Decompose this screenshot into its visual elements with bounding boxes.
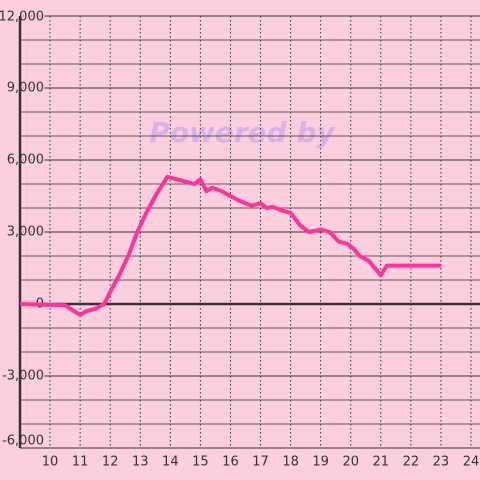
x-tick-label: 24: [463, 455, 480, 470]
x-tick-label: 15: [192, 455, 209, 470]
x-tick-label: 12: [102, 455, 119, 470]
x-tick-label: 22: [403, 455, 420, 470]
y-tick-label: -3,000: [2, 369, 44, 384]
y-tick-label: -6,000: [2, 434, 44, 449]
x-tick-label: 13: [132, 455, 149, 470]
x-tick-label: 14: [162, 455, 179, 470]
x-tick-label: 18: [282, 455, 299, 470]
x-tick-label: 10: [42, 455, 59, 470]
x-tick-label: 16: [222, 455, 239, 470]
data-line: [19, 174, 441, 317]
x-tick-label: 20: [342, 455, 359, 470]
y-tick-label: 3,000: [7, 225, 44, 240]
x-tick-label: 17: [252, 455, 269, 470]
x-tick-label: 23: [433, 455, 450, 470]
watermark: Powered by: [149, 116, 336, 149]
y-tick-label: 12,000: [0, 10, 44, 25]
y-tick-label: 9,000: [7, 81, 44, 96]
x-tick-label: 21: [373, 455, 390, 470]
x-tick-label: 11: [72, 455, 89, 470]
y-tick-label: 6,000: [7, 153, 44, 168]
x-tick-label: 19: [312, 455, 329, 470]
